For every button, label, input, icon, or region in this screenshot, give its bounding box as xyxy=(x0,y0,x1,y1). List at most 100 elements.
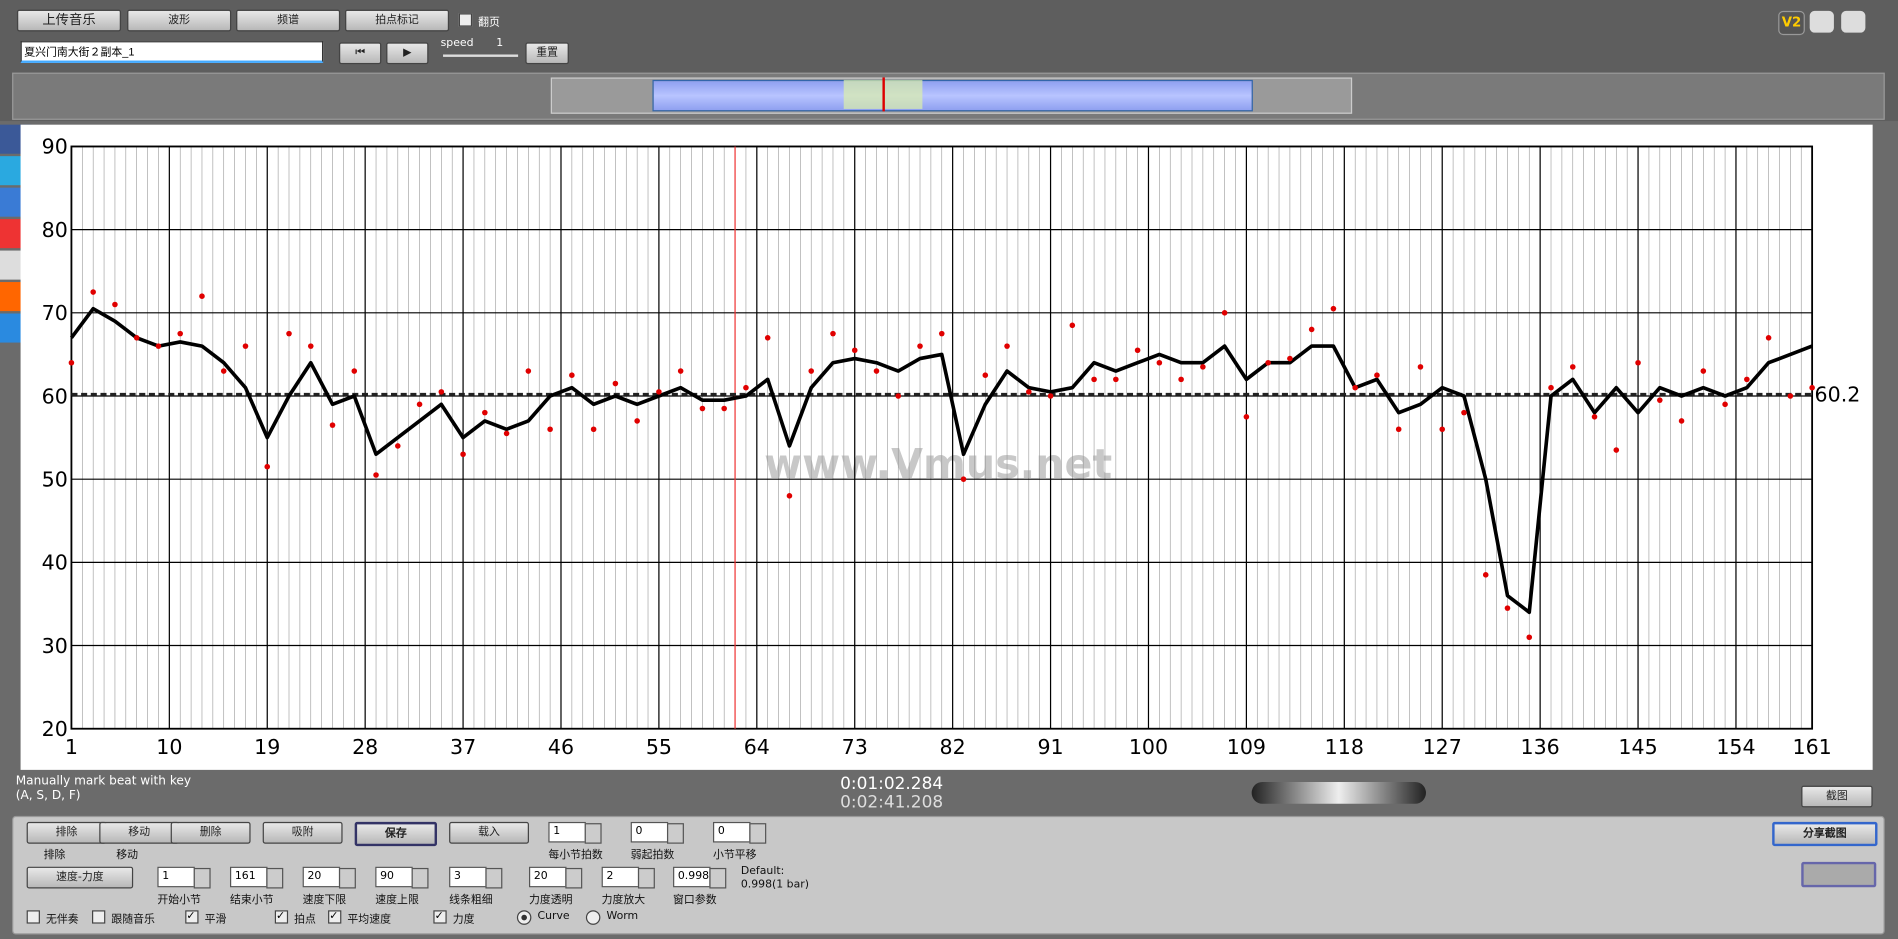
spinner[interactable]: 0 xyxy=(712,821,767,844)
spinner[interactable]: 20 xyxy=(528,866,583,889)
beat-dot xyxy=(721,405,727,412)
beat-dot xyxy=(242,343,249,349)
spinner[interactable]: 2 xyxy=(601,866,655,889)
beat-dot xyxy=(525,368,532,374)
beat-dot xyxy=(1156,359,1163,366)
spinner[interactable]: 1 xyxy=(548,821,602,844)
beat-dot xyxy=(851,347,858,354)
status-bar: Manually mark beat with key (A, S, D, F)… xyxy=(0,775,1898,812)
x-tick-label: 28 xyxy=(352,735,378,759)
x-tick-label: 127 xyxy=(1423,735,1462,759)
beat-dot xyxy=(1439,426,1446,433)
prev-button[interactable]: ⏮ xyxy=(338,42,382,65)
control-button[interactable]: 排除 xyxy=(26,821,107,844)
play-button[interactable]: ▶ xyxy=(386,42,429,65)
default-value: 0.998(1 bar) xyxy=(740,878,809,891)
mode-button[interactable]: 速度-力度 xyxy=(26,866,134,889)
beat-dot xyxy=(1765,334,1772,341)
filename-field[interactable] xyxy=(20,41,324,63)
page-checkbox[interactable] xyxy=(458,13,473,27)
y-tick-label: 60 xyxy=(42,384,68,408)
toolbar-button[interactable]: 频谱 xyxy=(236,9,341,32)
radio-label: Worm xyxy=(606,910,639,923)
spinner[interactable]: 3 xyxy=(449,866,503,889)
beat-dot xyxy=(482,409,488,416)
beat-dot xyxy=(1591,414,1598,420)
beat-dot xyxy=(177,330,183,337)
beat-dot xyxy=(873,368,880,374)
playhead xyxy=(882,77,885,112)
toolbar-button[interactable]: 拍点标记 xyxy=(344,9,450,32)
screenshot-button[interactable]: 截图 xyxy=(1801,785,1873,808)
beat-dot xyxy=(416,401,423,408)
checkbox[interactable]: ✓ xyxy=(185,910,199,924)
beat-dot xyxy=(569,372,575,378)
checkbox[interactable] xyxy=(91,910,106,924)
beat-dot xyxy=(373,472,379,478)
waveform xyxy=(652,79,1253,112)
toolbar-button[interactable]: 波形 xyxy=(127,9,232,32)
beat-dot xyxy=(808,368,815,374)
fullscreen-icon[interactable] xyxy=(1841,10,1866,33)
beat-dot xyxy=(90,289,96,295)
beat-dot xyxy=(1026,389,1032,395)
radio[interactable] xyxy=(516,910,532,925)
beat-dot xyxy=(264,463,271,470)
y-tick-label: 30 xyxy=(42,634,68,658)
beat-dot xyxy=(155,343,162,349)
control-button[interactable]: 吸附 xyxy=(262,821,343,844)
speed-slider[interactable] xyxy=(443,54,519,57)
control-button[interactable]: 移动 xyxy=(99,821,180,844)
spinner-label: 每小节拍数 xyxy=(548,849,603,862)
beat-dot xyxy=(743,384,749,391)
hint-keys: (A, S, D, F) xyxy=(15,789,81,803)
beat-dot xyxy=(1069,322,1076,329)
toolbar-button[interactable]: 上传音乐 xyxy=(16,9,122,32)
control-button[interactable]: 保存 xyxy=(354,821,437,847)
spinner[interactable]: 0 xyxy=(630,821,684,844)
reset-button[interactable]: 重置 xyxy=(525,42,569,65)
radio-label: Curve xyxy=(537,910,570,923)
beat-dot xyxy=(460,451,466,458)
control-button[interactable]: 载入 xyxy=(449,821,529,844)
spinner[interactable]: 90 xyxy=(375,866,429,889)
beat-dot xyxy=(764,334,771,341)
beat-dot xyxy=(895,393,902,399)
volume-control[interactable] xyxy=(1251,781,1426,804)
share-button[interactable]: 分享截图 xyxy=(1772,821,1878,847)
beat-dot xyxy=(982,372,989,378)
x-tick-label: 154 xyxy=(1716,735,1755,759)
beat-dot xyxy=(699,405,706,412)
checkbox[interactable]: ✓ xyxy=(274,910,289,924)
beat-dot xyxy=(220,368,227,374)
beat-dot xyxy=(917,343,923,349)
radio[interactable] xyxy=(585,910,601,925)
checkbox[interactable]: ✓ xyxy=(433,910,447,924)
beat-dot xyxy=(547,426,553,433)
beat-dot xyxy=(1809,384,1815,391)
beat-dot xyxy=(133,334,140,341)
control-button[interactable]: 删除 xyxy=(170,821,251,844)
spinner-label: 力度放大 xyxy=(601,894,646,907)
beat-dot xyxy=(656,389,662,395)
spinner[interactable]: 161 xyxy=(229,866,284,889)
checkbox[interactable] xyxy=(26,910,40,924)
spinner[interactable]: 0.998 xyxy=(673,866,727,889)
x-tick-label: 136 xyxy=(1521,735,1560,759)
beat-dot xyxy=(1504,605,1511,611)
y-tick-label: 70 xyxy=(42,301,68,325)
spinner-label: 结束小节 xyxy=(229,894,274,907)
checkbox[interactable]: ✓ xyxy=(328,910,342,924)
button-caption: 移动 xyxy=(116,849,139,862)
beat-dot xyxy=(634,418,640,424)
beat-dot xyxy=(786,493,793,499)
beat-dot xyxy=(1374,372,1380,378)
spinner[interactable]: 20 xyxy=(302,866,356,889)
home-icon[interactable] xyxy=(1809,10,1834,33)
y-tick-label: 20 xyxy=(42,717,68,741)
beat-dot xyxy=(1482,572,1489,578)
beat-dot xyxy=(960,476,967,482)
spinner[interactable]: 1 xyxy=(157,866,211,889)
disabled-button[interactable] xyxy=(1801,861,1877,888)
version-badge[interactable]: V2 xyxy=(1778,10,1805,36)
